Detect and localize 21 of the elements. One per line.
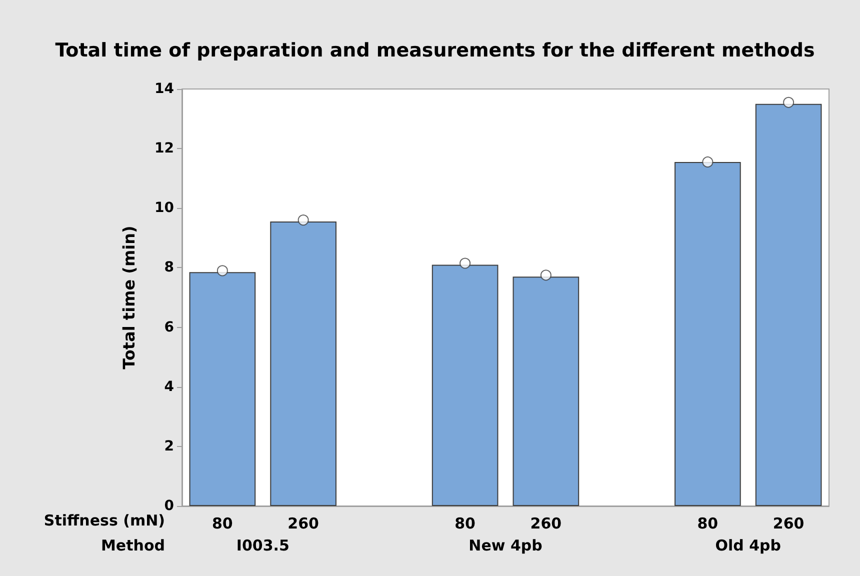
- text: Method: [101, 536, 165, 554]
- y-tick-label: 8: [164, 260, 174, 276]
- x-tick-label: 260: [772, 514, 804, 532]
- y-tick-label: 4: [164, 378, 174, 395]
- y-tick-label: 2: [164, 438, 174, 454]
- text: Stiffness (mN): [44, 512, 165, 530]
- y-axis-title: Total time (min): [120, 226, 138, 370]
- chart-title: Total time of preparation and measurements for the different methods: [55, 40, 815, 62]
- y-tick-label: 14: [154, 81, 174, 97]
- text: New 4pb: [468, 536, 543, 554]
- text: Old 4pb: [715, 536, 782, 554]
- y-tick-label: 0: [164, 498, 174, 514]
- y-tick-label: 10: [154, 200, 174, 216]
- x-tick-label: 80: [454, 514, 476, 532]
- x-tick-label: 260: [530, 514, 562, 532]
- x-tick-label: 260: [288, 514, 319, 532]
- x-tick-label: 80: [212, 514, 233, 532]
- y-tick-label: 12: [154, 140, 174, 157]
- text: I003.5: [236, 536, 290, 554]
- x-tick-label: 80: [697, 514, 718, 532]
- y-tick-label: 6: [164, 319, 174, 336]
